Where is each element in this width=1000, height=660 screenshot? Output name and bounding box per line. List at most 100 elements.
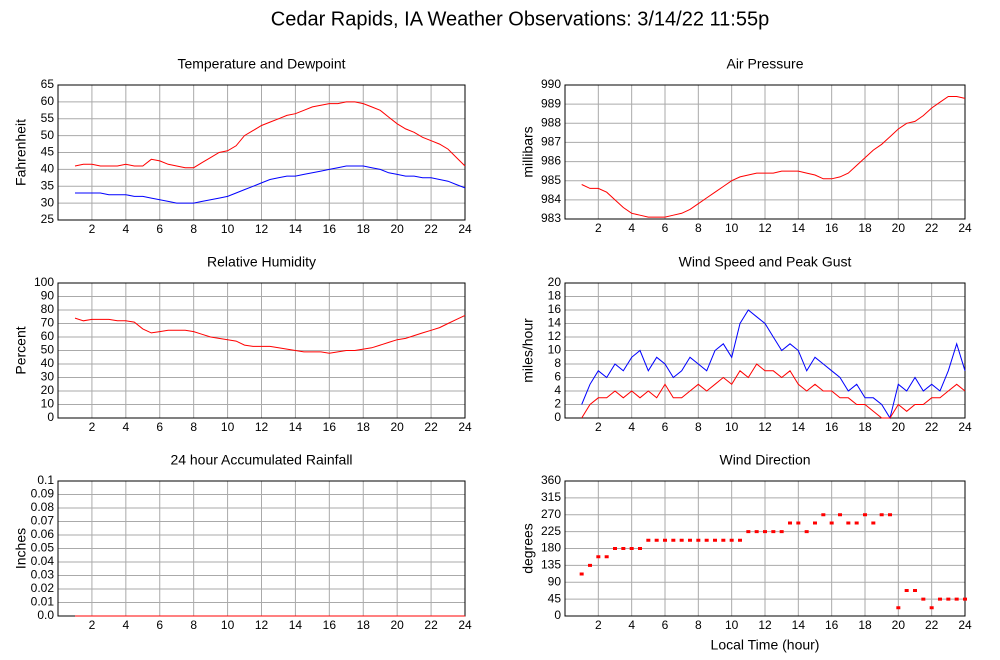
y-tick-label: 80 — [41, 302, 55, 316]
y-tick-label: 0.05 — [31, 541, 55, 555]
data-point — [871, 521, 876, 525]
x-tick-label: 24 — [458, 222, 472, 236]
y-tick-label: 55 — [41, 111, 55, 125]
chart-panel: Wind Speed and Peak Gustmiles/hour024681… — [520, 254, 972, 434]
x-tick-label: 10 — [725, 618, 739, 632]
y-tick-label: 90 — [41, 289, 55, 303]
data-point — [854, 521, 859, 525]
y-tick-label: 0.1 — [37, 473, 54, 487]
data-point — [704, 538, 709, 542]
y-tick-label: 986 — [541, 154, 561, 168]
y-tick-label: 14 — [548, 316, 562, 330]
y-tick-label: 45 — [41, 145, 55, 159]
x-tick-label: 16 — [825, 420, 839, 434]
data-point — [838, 513, 842, 517]
y-tick-label: 360 — [541, 473, 561, 487]
chart-title: Relative Humidity — [207, 254, 316, 270]
plot-frame — [564, 84, 966, 220]
y-tick-label: 0 — [47, 410, 54, 424]
x-tick-label: 8 — [190, 420, 197, 434]
y-tick-label: 20 — [41, 383, 55, 397]
x-tick-label: 4 — [122, 420, 129, 434]
data-point — [938, 597, 942, 601]
data-point — [954, 597, 959, 601]
chart-title: Air Pressure — [726, 56, 803, 72]
data-point — [879, 513, 884, 517]
y-tick-label: 0.09 — [31, 487, 55, 501]
y-tick-label: 30 — [41, 195, 55, 209]
y-tick-label: 40 — [41, 162, 55, 176]
data-point — [821, 513, 826, 517]
data-point — [913, 589, 917, 592]
y-tick-label: 70 — [41, 316, 55, 330]
data-point — [746, 530, 751, 534]
chart-title: Temperature and Dewpoint — [177, 56, 345, 72]
data-point — [679, 538, 684, 542]
x-tick-label: 16 — [323, 420, 337, 434]
y-tick-label: 20 — [548, 275, 562, 289]
data-point — [738, 538, 742, 542]
y-tick-label: 45 — [548, 591, 562, 605]
chart-panel: 24 hour Accumulated RainfallInches0.00.0… — [13, 452, 472, 632]
x-tick-label: 18 — [357, 420, 371, 434]
y-tick-label: 988 — [541, 115, 561, 129]
x-tick-label: 4 — [628, 420, 635, 434]
plot-frame — [57, 282, 466, 419]
data-point — [613, 547, 617, 550]
x-tick-label: 12 — [255, 222, 269, 236]
data-point — [604, 555, 609, 559]
x-tick-label: 22 — [424, 222, 438, 236]
x-tick-label: 8 — [695, 618, 702, 632]
data-point — [696, 538, 701, 542]
x-tick-label: 20 — [390, 222, 404, 236]
y-tick-label: 0.03 — [31, 568, 55, 582]
data-point — [771, 530, 776, 534]
x-tick-label: 12 — [758, 618, 772, 632]
x-tick-label: 14 — [289, 222, 303, 236]
x-tick-label: 2 — [89, 618, 96, 632]
y-tick-label: 65 — [41, 77, 55, 91]
y-tick-label: 0.07 — [31, 514, 55, 528]
y-tick-label: 0.01 — [31, 595, 55, 609]
y-tick-label: 0.0 — [37, 608, 54, 622]
data-point — [946, 597, 951, 601]
data-point — [888, 513, 892, 517]
y-tick-label: 984 — [541, 192, 561, 206]
x-tick-label: 2 — [89, 420, 96, 434]
data-point — [579, 572, 584, 576]
x-tick-label: 24 — [958, 618, 972, 632]
y-tick-label: 4 — [554, 383, 561, 397]
x-tick-label: 6 — [662, 420, 669, 434]
y-tick-label: 8 — [554, 356, 561, 370]
data-point — [629, 547, 634, 550]
y-tick-label: 35 — [41, 178, 55, 192]
data-point — [904, 589, 909, 592]
y-axis-label: Fahrenheit — [13, 119, 29, 186]
data-point — [846, 521, 851, 525]
x-tick-label: 20 — [892, 618, 906, 632]
data-line — [75, 165, 466, 204]
x-tick-label: 6 — [662, 618, 669, 632]
x-tick-label: 20 — [390, 420, 404, 434]
data-line — [74, 314, 466, 354]
chart-title: Wind Speed and Peak Gust — [679, 254, 852, 270]
y-axis-label: Inches — [13, 528, 29, 569]
x-tick-label: 4 — [628, 221, 635, 235]
data-point — [788, 521, 792, 525]
data-point — [779, 530, 784, 534]
y-tick-label: 60 — [41, 94, 55, 108]
y-tick-label: 30 — [41, 370, 55, 384]
x-axis-label: Local Time (hour) — [711, 637, 820, 653]
x-tick-label: 8 — [695, 420, 702, 434]
x-tick-label: 22 — [424, 618, 438, 632]
chart-panel: Air Pressure millibars 983 984 985 986 987 988 9… — [520, 56, 972, 235]
y-tick-label: 40 — [41, 356, 55, 370]
x-tick-label: 24 — [958, 420, 972, 434]
x-tick-label: 12 — [255, 618, 269, 632]
y-tick-label: 0.08 — [31, 500, 55, 514]
x-tick-label: 22 — [925, 420, 939, 434]
x-tick-label: 22 — [925, 618, 939, 632]
y-tick-label: 18 — [548, 289, 562, 303]
x-tick-label: 10 — [725, 221, 739, 235]
